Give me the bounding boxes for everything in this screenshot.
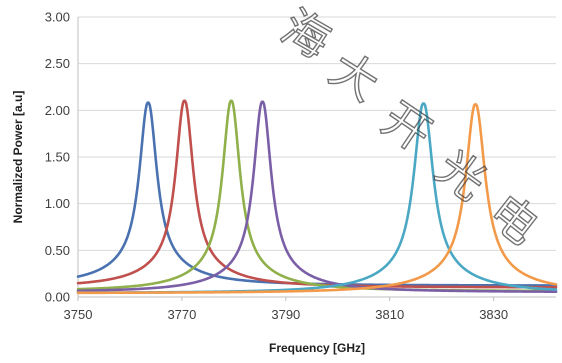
series-line-5 — [76, 102, 558, 294]
watermark-glyph: 海 — [273, 0, 340, 69]
series-line-1 — [76, 101, 558, 287]
x-tick-label: 3830 — [479, 307, 508, 322]
y-tick-label: 1.50 — [45, 150, 70, 165]
x-tick-label: 3810 — [375, 307, 404, 322]
watermark-glyph: 电 — [479, 184, 548, 255]
x-tick-labels: 3750 3770 3790 3810 3830 — [64, 297, 508, 322]
series-line-4 — [76, 100, 558, 293]
y-tick-label: 1.00 — [45, 196, 70, 211]
x-tick-label: 3750 — [64, 307, 93, 322]
axes — [77, 17, 556, 298]
y-tick-label: 2.00 — [45, 103, 70, 118]
watermark-glyph: 大 — [321, 41, 389, 111]
x-tick-label: 3790 — [271, 307, 300, 322]
series-line-2 — [76, 99, 558, 289]
x-tick-label: 3770 — [167, 307, 196, 322]
y-tick-label: 0.50 — [45, 243, 70, 258]
y-tick-labels: 0.00 0.50 1.00 1.50 2.00 2.50 3.00 — [45, 10, 70, 305]
y-axis-label: Normalized Power [a.u] — [11, 91, 25, 224]
series-line-6 — [76, 103, 558, 295]
y-tick-label: 3.00 — [45, 10, 70, 25]
y-tick-label: 0.00 — [45, 290, 70, 305]
y-tick-label: 2.50 — [45, 56, 70, 71]
series-group — [76, 99, 558, 295]
x-axis-label: Frequency [GHz] — [269, 341, 365, 355]
